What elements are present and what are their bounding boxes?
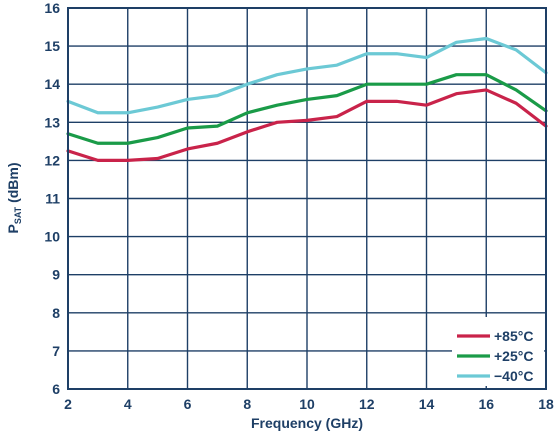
x-tick-label-14: 14 [419,396,435,412]
y-tick-label-11: 11 [45,191,60,207]
y-tick-label-8: 8 [52,305,60,321]
x-tick-label-4: 4 [124,396,132,412]
series-lines [66,36,548,162]
x-axis-title: Frequency (GHz) [251,415,363,431]
x-tick-label-8: 8 [243,396,251,412]
y-axis-title-unit: (dBm) [5,162,21,206]
y-axis-title: PSAT (dBm) [5,162,23,233]
y-tick-label-14: 14 [44,76,60,92]
x-tick-label-10: 10 [299,396,315,412]
x-tick-label-16: 16 [478,396,494,412]
x-tick-label-6: 6 [184,396,192,412]
legend: +85°C +25°C −40°C [452,317,544,386]
series-line-3 [66,36,548,115]
series-line-2 [66,73,548,145]
legend-label-1: +85°C [494,328,533,344]
x-tick-label-12: 12 [359,396,375,412]
y-tick-label-13: 13 [44,114,60,130]
y-tick-label-9: 9 [52,267,60,283]
legend-label-2: +25°C [494,348,533,364]
x-tick-labels: 2 4 6 8 10 12 14 16 18 [64,396,554,412]
y-axis-title-main: P [5,224,21,233]
y-tick-label-12: 12 [44,152,60,168]
plot-frame [67,7,547,390]
y-tick-label-10: 10 [44,229,60,245]
x-tick-label-2: 2 [64,396,72,412]
y-tick-label-15: 15 [44,38,60,54]
x-tick-label-18: 18 [538,396,554,412]
legend-label-3: −40°C [494,368,533,384]
series-line-1 [66,88,548,162]
y-tick-label-6: 6 [52,381,60,397]
y-tick-labels: 6 7 8 9 10 11 12 13 14 15 16 [44,0,60,397]
y-axis-title-subscript: SAT [13,206,23,224]
y-tick-label-7: 7 [52,343,60,359]
legend-entries: +85°C +25°C −40°C [457,328,533,384]
y-tick-label-16: 16 [44,0,60,16]
